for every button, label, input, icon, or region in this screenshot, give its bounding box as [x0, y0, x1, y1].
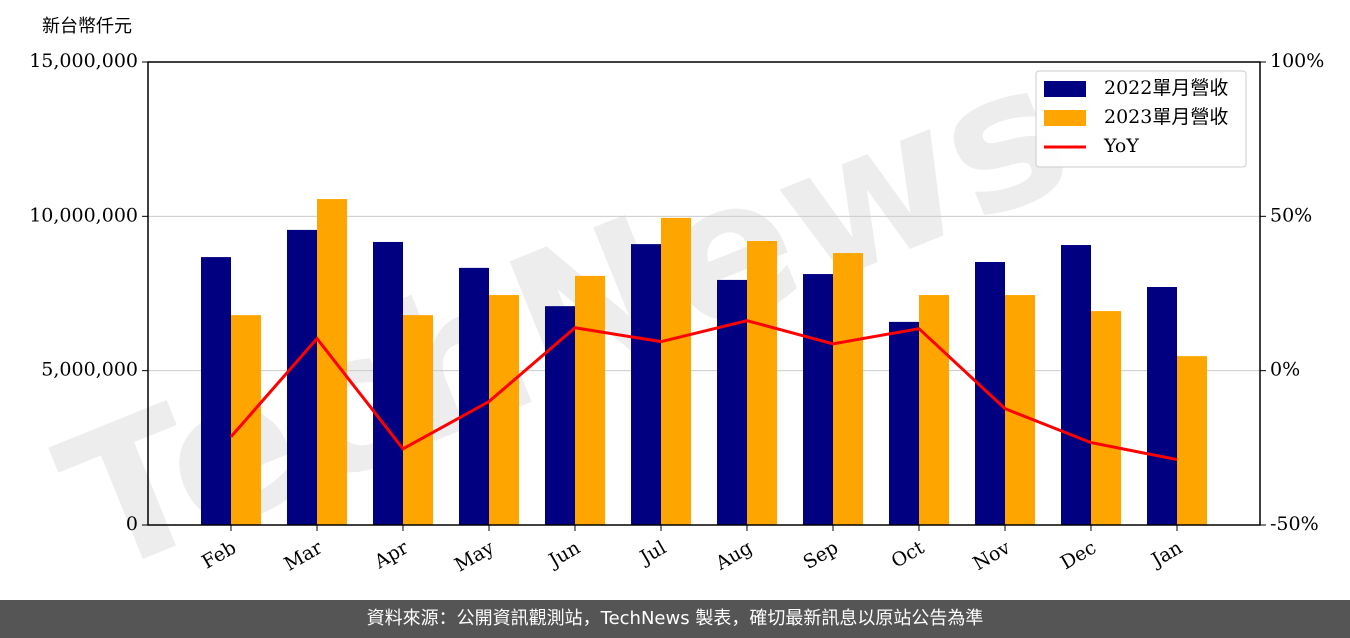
x-tick-label: Jun [543, 537, 584, 573]
x-tick-label: Jan [1146, 537, 1186, 573]
bar [402, 315, 433, 525]
bar [717, 279, 748, 525]
legend-swatch [1044, 81, 1086, 97]
y-tick-label: 15,000,000 [29, 50, 138, 72]
x-tick-label: Dec [1057, 537, 1100, 575]
y2-tick-label: 100% [1270, 50, 1324, 72]
x-tick-label: Apr [370, 536, 413, 573]
bar [200, 257, 231, 525]
line [229, 319, 1178, 462]
bar [919, 295, 950, 525]
bar [660, 217, 691, 526]
bar [747, 241, 778, 525]
bar [1147, 287, 1178, 525]
x-tick-label: Aug [711, 537, 756, 576]
legend-label: 2022單月營收 [1104, 77, 1228, 99]
bar [1061, 245, 1092, 525]
x-tick-label: Sep [799, 537, 842, 574]
bar [1177, 356, 1208, 525]
legend-swatch [1044, 110, 1086, 126]
x-tick-label: Oct [888, 536, 929, 572]
bar [286, 229, 317, 525]
y-tick-label: 5,000,000 [41, 359, 138, 381]
y2-tick-label: 50% [1270, 204, 1312, 226]
y-tick-label: 0 [126, 513, 138, 535]
x-tick-label: Nov [969, 536, 1014, 575]
legend-label: 2023單月營收 [1104, 106, 1228, 128]
bar [1091, 311, 1122, 525]
y2-tick-label: 0% [1270, 359, 1300, 381]
x-tick-label: Jul [635, 537, 670, 570]
legend-label: YoY [1103, 135, 1139, 157]
bar [833, 253, 864, 525]
x-tick-label: May [451, 536, 498, 576]
bar [889, 321, 920, 525]
plot-frame [147, 61, 1261, 526]
bar [316, 199, 347, 525]
footer: 資料來源：公開資訊觀測站，TechNews 製表，確切最新訊息以原站公告為準 [367, 608, 984, 629]
bar [803, 274, 834, 525]
bar [574, 275, 605, 525]
bar [458, 267, 489, 525]
bar [630, 244, 661, 525]
bar [488, 295, 519, 525]
bar [544, 306, 575, 525]
legend [1035, 70, 1247, 168]
y-axis-label: 新台幣仟元 [42, 16, 132, 37]
footer-bar [0, 600, 1350, 638]
y2-tick-label: -50% [1270, 513, 1319, 535]
bar [372, 241, 403, 525]
y-tick-label: 10,000,000 [29, 204, 138, 226]
